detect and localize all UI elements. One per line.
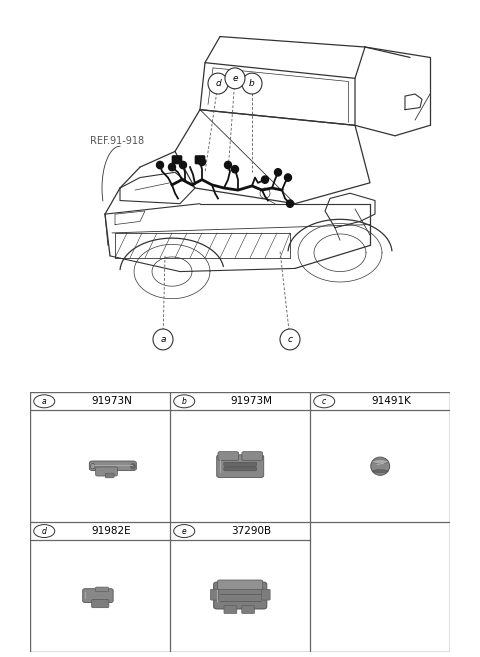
Text: e: e xyxy=(182,526,187,535)
Text: 91973M: 91973M xyxy=(230,396,273,406)
Circle shape xyxy=(262,176,268,183)
FancyBboxPatch shape xyxy=(105,473,114,478)
FancyBboxPatch shape xyxy=(224,606,237,614)
Circle shape xyxy=(285,174,291,181)
Ellipse shape xyxy=(373,470,387,472)
Text: REF.91-918: REF.91-918 xyxy=(90,136,144,146)
FancyBboxPatch shape xyxy=(172,156,182,164)
FancyBboxPatch shape xyxy=(83,589,113,602)
Ellipse shape xyxy=(131,463,135,469)
FancyBboxPatch shape xyxy=(218,451,239,461)
Text: b: b xyxy=(249,79,255,88)
Text: b: b xyxy=(182,397,187,406)
Text: 91491K: 91491K xyxy=(372,396,411,406)
Circle shape xyxy=(199,158,205,166)
Ellipse shape xyxy=(371,457,390,475)
FancyBboxPatch shape xyxy=(262,589,270,600)
Text: e: e xyxy=(232,74,238,83)
FancyBboxPatch shape xyxy=(242,451,263,461)
Text: 37290B: 37290B xyxy=(231,526,272,536)
Circle shape xyxy=(34,395,55,408)
Text: 91973N: 91973N xyxy=(91,396,132,406)
Circle shape xyxy=(208,73,228,94)
Circle shape xyxy=(287,200,293,208)
Text: c: c xyxy=(322,397,326,406)
FancyBboxPatch shape xyxy=(89,461,136,470)
Circle shape xyxy=(225,162,231,169)
FancyBboxPatch shape xyxy=(195,156,205,164)
Circle shape xyxy=(280,329,300,350)
Text: a: a xyxy=(160,335,166,344)
Circle shape xyxy=(174,395,195,408)
Circle shape xyxy=(231,166,239,173)
Circle shape xyxy=(180,162,187,169)
Text: d: d xyxy=(215,79,221,88)
Circle shape xyxy=(275,169,281,176)
Text: a: a xyxy=(42,397,47,406)
Ellipse shape xyxy=(90,463,95,469)
FancyBboxPatch shape xyxy=(96,467,118,476)
Circle shape xyxy=(314,395,335,408)
FancyBboxPatch shape xyxy=(92,599,109,608)
Circle shape xyxy=(174,524,195,537)
Circle shape xyxy=(225,68,245,89)
Circle shape xyxy=(168,164,176,171)
Circle shape xyxy=(242,73,262,94)
FancyBboxPatch shape xyxy=(217,580,263,589)
FancyBboxPatch shape xyxy=(242,606,254,614)
Text: 91982E: 91982E xyxy=(92,526,131,536)
Text: d: d xyxy=(42,526,47,535)
FancyBboxPatch shape xyxy=(216,455,264,478)
FancyBboxPatch shape xyxy=(96,587,108,592)
FancyBboxPatch shape xyxy=(224,467,257,471)
Circle shape xyxy=(260,188,270,198)
Circle shape xyxy=(156,162,164,169)
FancyBboxPatch shape xyxy=(210,589,219,600)
Circle shape xyxy=(153,329,173,350)
Text: c: c xyxy=(288,335,292,344)
Circle shape xyxy=(34,524,55,537)
FancyBboxPatch shape xyxy=(214,582,267,609)
Ellipse shape xyxy=(372,460,388,464)
FancyBboxPatch shape xyxy=(224,463,257,466)
